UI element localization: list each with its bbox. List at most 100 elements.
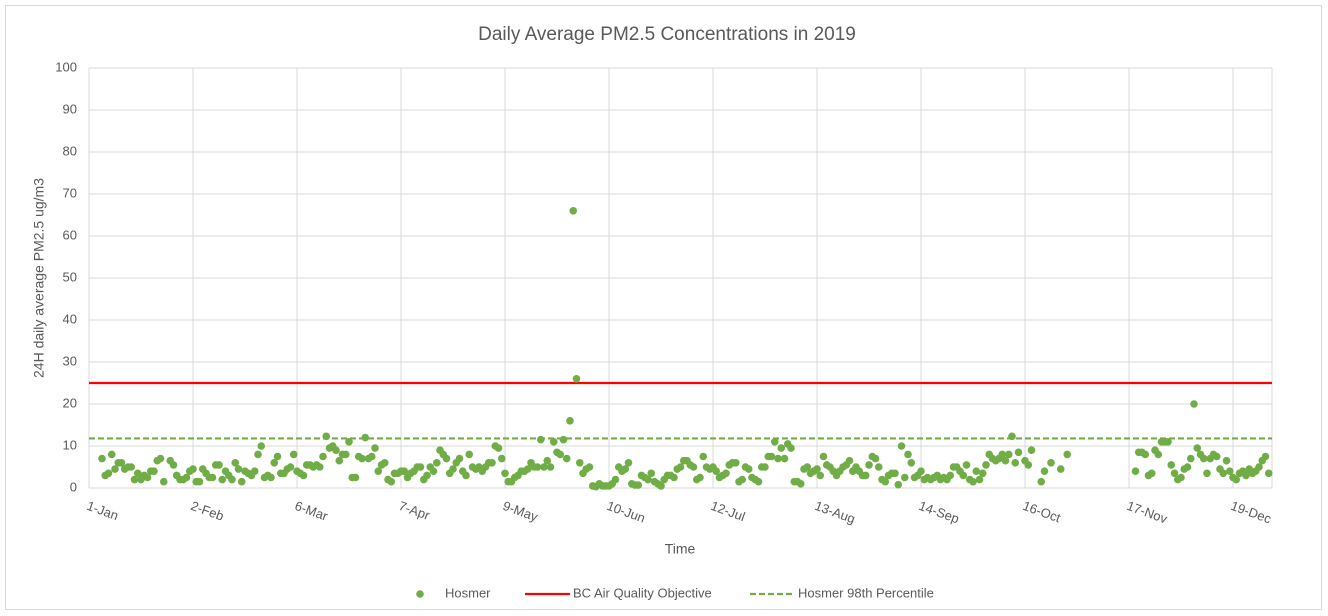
point [624,459,633,467]
point [270,459,279,467]
y-tick-label: 90 [63,101,77,116]
point [208,473,217,482]
point [1056,465,1065,473]
point [897,442,906,450]
point [371,444,379,452]
point [169,461,178,469]
y-axis-label: 24H daily average PM2.5 ug/m3 [31,178,47,378]
point [962,461,971,469]
point [104,469,113,478]
point [159,477,168,486]
point [400,467,409,476]
y-tick-label: 70 [63,185,77,200]
point [299,471,308,480]
point [1037,477,1046,486]
point [978,469,987,478]
point [237,477,246,486]
point [1024,461,1033,469]
point [416,463,425,471]
point [845,456,854,465]
point [657,482,665,490]
point [1177,473,1185,482]
point [871,454,880,463]
point [442,454,451,463]
point [107,450,116,459]
point [1141,450,1150,459]
point [449,465,457,473]
point [228,475,236,484]
point [501,469,509,478]
point [803,463,812,471]
point [670,473,678,482]
point [761,463,769,471]
point [533,463,542,471]
y-tick-label: 50 [63,269,77,284]
chart-title: Daily Average PM2.5 Concentrations in 20… [478,24,856,45]
point [907,459,916,467]
point [770,438,779,446]
point [319,452,327,461]
point [111,465,119,473]
point [546,463,555,471]
point [455,454,464,463]
point [767,452,776,461]
point [819,452,828,461]
point [731,459,740,467]
point [917,467,925,476]
point [946,471,955,480]
point [195,477,204,486]
point [621,465,630,473]
point [215,461,223,469]
point [861,471,870,480]
point [423,471,431,480]
x-axis-label: Time [665,541,696,557]
point [754,477,763,486]
point [322,432,331,441]
point [254,450,262,459]
point [712,467,721,476]
point [182,473,191,482]
point [722,469,730,478]
point [894,480,903,489]
point [699,452,708,461]
point [969,477,977,486]
point [738,475,747,484]
point [1222,456,1231,465]
point [150,467,158,476]
y-tick-label: 30 [63,353,77,368]
point [744,465,753,473]
point [250,467,259,476]
point [777,444,786,452]
point [566,417,574,425]
point [1264,469,1273,478]
point [465,450,474,459]
chart-border [5,5,1322,610]
legend-label: BC Air Quality Objective [573,585,712,600]
point [562,454,571,463]
point [900,473,909,482]
point [1232,475,1241,484]
point [488,459,496,467]
y-tick-label: 0 [70,479,77,494]
point [387,477,396,486]
point [361,433,370,442]
point [959,471,968,480]
point [975,475,984,484]
point [1203,469,1211,478]
point [543,456,552,465]
point [1190,400,1198,408]
point [1154,450,1163,459]
point [358,454,366,463]
point [218,475,227,484]
y-tick-label: 80 [63,143,77,158]
point [315,463,324,471]
point [1040,467,1049,476]
y-tick-label: 40 [63,311,77,326]
point [998,450,1007,459]
point [540,463,548,471]
point [1001,456,1010,465]
point [462,471,470,480]
point [881,477,890,486]
point [644,475,652,484]
